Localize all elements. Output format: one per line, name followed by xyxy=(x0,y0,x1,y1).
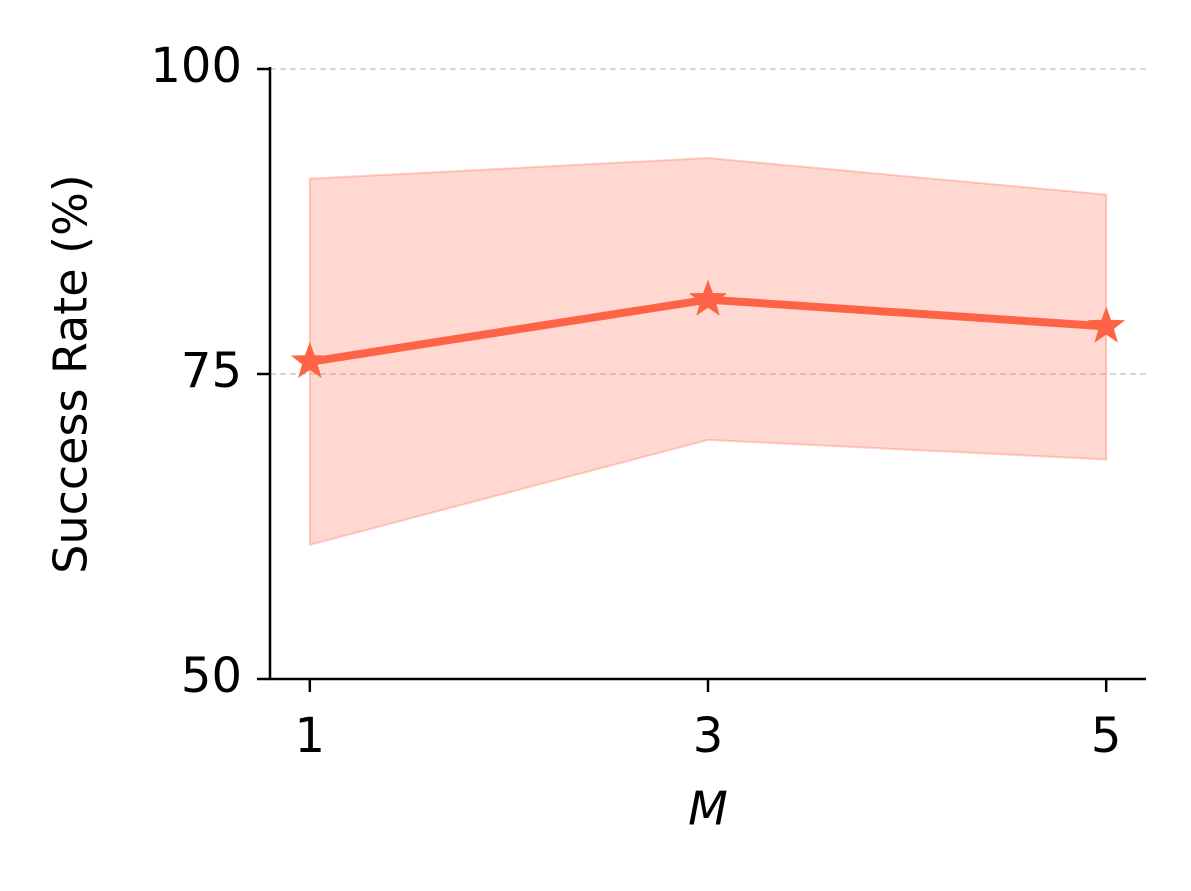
star-marker xyxy=(689,279,727,316)
x-tick-label: 5 xyxy=(1091,708,1122,764)
x-axis-label: M xyxy=(688,782,728,836)
y-axis-label: Success Rate (%) xyxy=(44,174,98,574)
y-tick-label: 100 xyxy=(150,38,242,94)
star-marker xyxy=(1087,306,1126,343)
y-tick-label: 75 xyxy=(181,343,242,399)
y-tick-label: 50 xyxy=(181,648,242,704)
x-tick-label: 1 xyxy=(295,708,326,764)
confidence-band xyxy=(308,157,1108,547)
x-tick-label: 3 xyxy=(693,708,724,764)
star-marker xyxy=(290,341,329,378)
